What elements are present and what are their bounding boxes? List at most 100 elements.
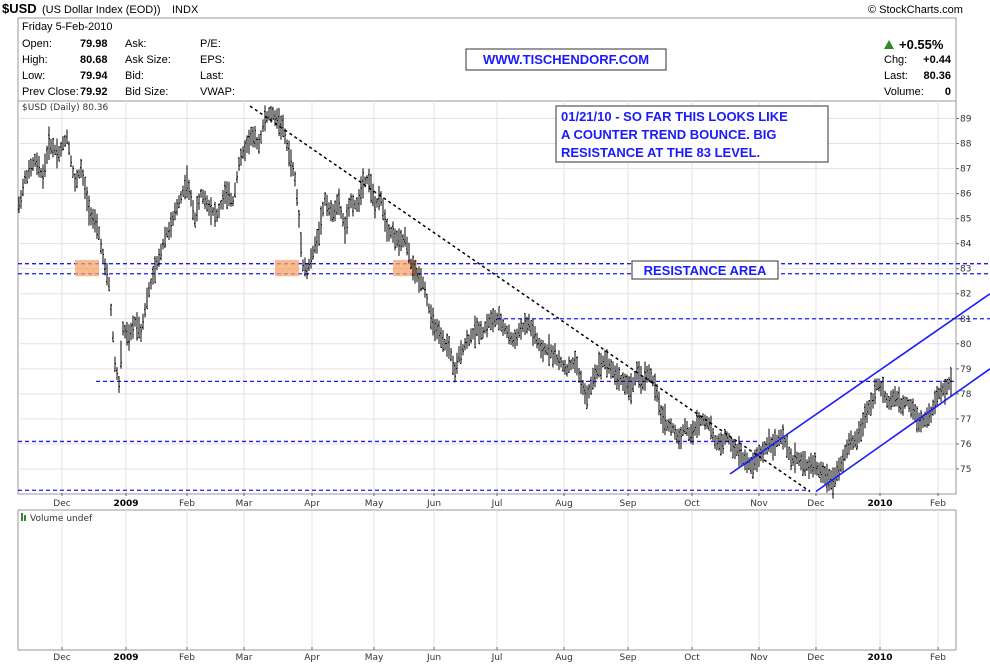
volume-legend: Volume undef	[30, 514, 93, 524]
date-tick-label: 2010	[867, 653, 892, 663]
date-tick-label: 2009	[113, 499, 138, 509]
instrument-name: (US Dollar Index (EOD))	[42, 4, 161, 16]
volume-panel	[17, 509, 957, 651]
ask-size-label: Ask Size:	[125, 54, 171, 66]
price-tick-label: 85	[960, 215, 971, 225]
resistance-label-box	[631, 260, 779, 280]
chg-value: +0.44	[923, 54, 952, 66]
date-tick-label: Nov	[750, 499, 768, 509]
date-tick-label: Mar	[236, 653, 253, 663]
channel-upper-line	[729, 293, 990, 475]
date-tick-label: Aug	[555, 499, 573, 509]
date-axis-bottom: Dec 2009 Feb Mar Apr May Jun Jul Aug Sep Oct Nov Dec…	[53, 647, 946, 663]
date-tick-label: 2009	[113, 653, 138, 663]
price-tick-label: 77	[960, 415, 971, 425]
date-axis-top: Dec 2009 Feb Mar Apr May Jun Jul Aug Sep Oct Nov Dec…	[53, 493, 946, 509]
note-line-3: RESISTANCE AT THE 83 LEVEL.	[561, 145, 760, 160]
volume-gridlines	[61, 510, 939, 650]
date-tick-label: Dec	[807, 499, 824, 509]
bid-label: Bid:	[125, 70, 144, 82]
quote-date: Friday 5-Feb-2010	[22, 21, 113, 33]
volume-value: 0	[945, 86, 951, 98]
date-tick-label: Oct	[684, 499, 700, 509]
down-trendline	[249, 105, 811, 493]
price-tick-label: 76	[960, 440, 972, 450]
bid-size-label: Bid Size:	[125, 86, 168, 98]
up-arrow-icon	[884, 40, 894, 49]
copyright-label: © StockCharts.com	[868, 4, 963, 16]
date-tick-label: Dec	[53, 653, 70, 663]
date-tick-label: Oct	[684, 653, 700, 663]
date-tick-label: Apr	[304, 499, 320, 509]
price-tick-label: 88	[960, 140, 972, 150]
change-percent: +0.55%	[899, 37, 944, 52]
price-tick-label: 75	[960, 465, 971, 475]
prev-close-value: 79.92	[80, 86, 108, 98]
eps-label: EPS:	[200, 54, 225, 66]
open-value: 79.98	[80, 38, 108, 50]
resistance-zone-marker	[75, 259, 99, 277]
symbol-label: $USD	[2, 1, 37, 16]
price-tick-label: 81	[960, 315, 971, 325]
date-tick-label: 2010	[867, 499, 892, 509]
last-value: 80.36	[923, 70, 951, 82]
trendlines	[249, 105, 990, 493]
channel-lower-line	[815, 368, 990, 493]
last-label: Last:	[884, 70, 908, 82]
date-tick-label: Apr	[304, 653, 320, 663]
low-label: Low:	[22, 70, 45, 82]
volume-icon-bar	[24, 515, 26, 521]
price-tick-label: 79	[960, 365, 972, 375]
last-label-mid: Last:	[200, 70, 224, 82]
note-line-2: A COUNTER TREND BOUNCE. BIG	[561, 127, 776, 142]
note-box	[555, 105, 829, 163]
low-value: 79.94	[80, 70, 108, 82]
price-gridlines	[18, 101, 956, 494]
date-tick-label: Feb	[179, 653, 195, 663]
price-tick-label: 84	[960, 240, 972, 250]
date-tick-label: Dec	[53, 499, 70, 509]
resistance-markers	[75, 259, 417, 277]
price-bars	[18, 105, 952, 499]
prev-close-label: Prev Close:	[22, 86, 79, 98]
date-tick-label: Jul	[491, 653, 503, 663]
pe-label: P/E:	[200, 38, 221, 50]
price-tick-label: 86	[960, 190, 972, 200]
watermark-box	[465, 48, 667, 71]
open-label: Open:	[22, 38, 52, 50]
date-tick-label: Nov	[750, 653, 768, 663]
date-tick-label: Mar	[236, 499, 253, 509]
price-legend: $USD (Daily) 80.36	[22, 103, 109, 113]
date-tick-label: May	[365, 653, 384, 663]
price-tick-label: 87	[960, 165, 971, 175]
price-tick-label: 82	[960, 290, 971, 300]
date-tick-label: Feb	[930, 499, 946, 509]
horizontal-levels	[18, 263, 990, 491]
volume-icon	[21, 513, 23, 521]
price-tick-label: 83	[960, 265, 971, 275]
vwap-label: VWAP:	[200, 86, 235, 98]
date-tick-label: Jun	[426, 653, 441, 663]
note-line-1: 01/21/10 - SO FAR THIS LOOKS LIKE	[561, 109, 788, 124]
resistance-zone-marker	[275, 259, 299, 277]
resistance-label: RESISTANCE AREA	[644, 263, 767, 278]
volume-label: Volume:	[884, 86, 924, 98]
chg-label: Chg:	[884, 54, 907, 66]
date-tick-label: Aug	[555, 653, 573, 663]
date-tick-label: Dec	[807, 653, 824, 663]
price-tick-label: 89	[960, 115, 972, 125]
date-tick-label: Feb	[930, 653, 946, 663]
date-tick-label: Jul	[491, 499, 503, 509]
price-tick-label: 78	[960, 390, 972, 400]
watermark-text[interactable]: WWW.TISCHENDORF.COM	[483, 52, 649, 67]
exchange-label: INDX	[172, 4, 199, 16]
price-panel	[17, 100, 957, 495]
date-tick-label: Sep	[620, 653, 637, 663]
ask-label: Ask:	[125, 38, 146, 50]
high-label: High:	[22, 54, 48, 66]
price-axis: 75 76 77 78 79 80 81 82 83 84 85 86 87 88 89	[956, 115, 972, 475]
date-tick-label: Sep	[620, 499, 637, 509]
date-tick-label: Feb	[179, 499, 195, 509]
